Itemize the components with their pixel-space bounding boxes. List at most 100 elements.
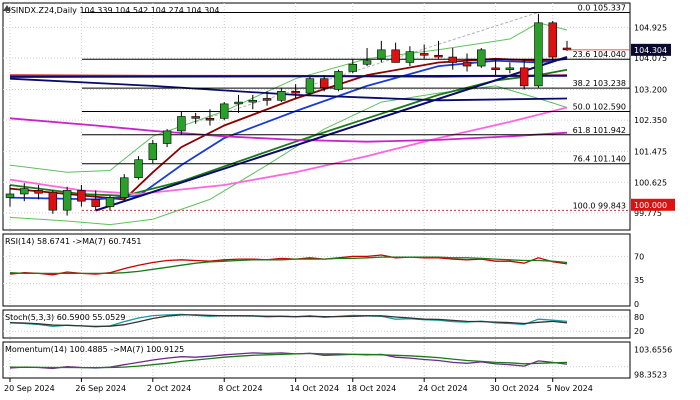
- candle-body: [277, 90, 286, 101]
- momentum-lines: [9, 352, 568, 370]
- trendlines: [9, 11, 568, 212]
- level-price-tag-text: 100.000: [634, 201, 667, 210]
- level-price-tag: [631, 198, 675, 211]
- candle-body: [391, 49, 400, 63]
- candle-body: [319, 78, 329, 88]
- candle-body: [91, 199, 100, 207]
- time-tick-label: 20 Sep 2024: [4, 384, 55, 393]
- candle-body: [434, 54, 443, 58]
- candle-body: [120, 177, 129, 198]
- fibonacci-label: 38.2 103.238: [573, 79, 626, 88]
- candle-body: [220, 103, 229, 119]
- candle-body: [191, 116, 200, 119]
- moving-averages: [9, 57, 568, 201]
- candle-body: [348, 63, 357, 72]
- time-tick-label: 2 Oct 2024: [147, 384, 191, 393]
- price-panel-frame: [2, 2, 631, 231]
- stoch-lines: [9, 313, 568, 328]
- rsi-header: RSI(14) 58.6741 ->MA(7) 60.7451: [5, 237, 142, 246]
- price-header: USINDX.Z24,Daily 104.339 104.542 104.274…: [5, 6, 219, 15]
- price-tick-label: 103.200: [634, 85, 667, 94]
- rsi-panel: 70 35 0 RSI(14) 58.6741 ->MA(7) 60.7451: [2, 233, 644, 309]
- stoch-panel-frame: [2, 309, 631, 339]
- trendline: [195, 11, 539, 123]
- momentum-panel-frame: [2, 341, 631, 379]
- candle-body: [505, 67, 515, 70]
- candle-body: [248, 99, 258, 103]
- trendline: [9, 74, 568, 78]
- fibonacci-label: 50.0 102.590: [573, 102, 626, 111]
- rsi-grid: [3, 255, 630, 285]
- candle-body: [334, 71, 343, 90]
- stoch-header: Stoch(5,3,3) 60.5900 55.0529: [5, 313, 125, 322]
- candle-body: [448, 56, 457, 63]
- fibonacci-levels: 0.0 105.337 23.6 104.040 38.2 103.238 50.0 …: [82, 3, 630, 211]
- price-tick-label: 101.475: [634, 148, 667, 157]
- price-tick-label: 100.625: [634, 178, 667, 187]
- price-tags: 104.304 100.000: [567, 43, 675, 211]
- momentum-axis-labels: 103.6556 98.3523: [634, 345, 672, 379]
- candle-body: [77, 190, 86, 202]
- time-tick-label: 30 Oct 2024: [490, 384, 539, 393]
- time-axis: 20 Sep 2024 26 Sep 2024 2 Oct 2024 8 Oct 20…: [4, 378, 593, 393]
- candle-body: [177, 116, 186, 132]
- price-tick-label: 102.350: [634, 116, 667, 125]
- momentum-tick-label: 103.6556: [634, 345, 672, 354]
- candle-body: [48, 191, 58, 211]
- moving-average-line: [9, 57, 568, 201]
- rsi-lines: [9, 254, 568, 276]
- candle-body: [477, 49, 486, 67]
- price-tick-label: 104.075: [634, 54, 667, 63]
- time-tick-label: 8 Oct 2024: [218, 384, 262, 393]
- chart-menu-icon[interactable]: [3, 5, 11, 11]
- momentum-header: Momentum(14) 100.4885 ->MA(7) 100.9125: [5, 345, 184, 354]
- price-axis-labels: 104.925 104.075 103.200 102.350 101.475 100.6…: [634, 23, 667, 218]
- candle-body: [419, 53, 429, 56]
- candle-body: [291, 90, 300, 94]
- candle-body: [148, 143, 158, 161]
- stoch-panel: 80 20 Stoch(5,3,3) 60.5900 55.0529: [2, 309, 644, 339]
- last-price-tag-text: 104.304: [634, 46, 667, 55]
- last-price-tag: [631, 43, 671, 56]
- momentum-panel: 103.6556 98.3523 Momentum(14) 100.4885 ->…: [2, 341, 672, 379]
- trendline: [95, 56, 568, 212]
- fibonacci-label: 61.8 101.942: [573, 126, 626, 135]
- stoch-tick-label: 20: [634, 327, 644, 336]
- rsi-tick-label: 35: [634, 276, 644, 285]
- time-tick-label: 14 Oct 2024: [290, 384, 339, 393]
- moving-average-line: [9, 117, 568, 143]
- rsi-tick-label: 0: [634, 300, 639, 309]
- momentum-tick-label: 98.3523: [634, 370, 667, 379]
- price-tick-label: 104.925: [634, 23, 667, 32]
- candle-body: [205, 118, 215, 121]
- fibonacci-label: 100.0 99.843: [573, 201, 626, 210]
- candle-body: [534, 22, 543, 87]
- candle-body: [62, 190, 72, 211]
- candle-body: [305, 78, 315, 94]
- momentum-series-line: [9, 352, 568, 369]
- envelope-band-line: [9, 22, 568, 173]
- price-tick-label: 99.775: [634, 209, 662, 218]
- candle-body: [519, 67, 529, 87]
- rsi-axis-labels: 70 35 0: [634, 252, 644, 309]
- moving-average-line: [9, 106, 568, 195]
- candle-body: [134, 159, 143, 179]
- time-tick-label: 5 Nov 2024: [547, 384, 593, 393]
- candle-body: [362, 60, 372, 65]
- candle-body: [491, 67, 500, 70]
- rsi-panel-frame: [2, 233, 631, 307]
- fibonacci-label: 23.6 104.040: [573, 50, 626, 59]
- time-tick-label: 26 Sep 2024: [75, 384, 126, 393]
- price-panel: 0.0 105.337 23.6 104.040 38.2 103.238 50.0 …: [2, 2, 675, 378]
- candle-body: [5, 193, 15, 198]
- stoch-grid: [3, 316, 630, 332]
- candle-body: [377, 49, 386, 60]
- moving-average-line: [9, 57, 568, 201]
- candle-body: [105, 197, 115, 207]
- time-tick-label: 24 Oct 2024: [418, 384, 467, 393]
- stoch-series-line: [9, 314, 568, 328]
- candle-body: [20, 188, 29, 195]
- stoch-tick-label: 80: [634, 313, 644, 322]
- moving-average-line: [9, 68, 568, 197]
